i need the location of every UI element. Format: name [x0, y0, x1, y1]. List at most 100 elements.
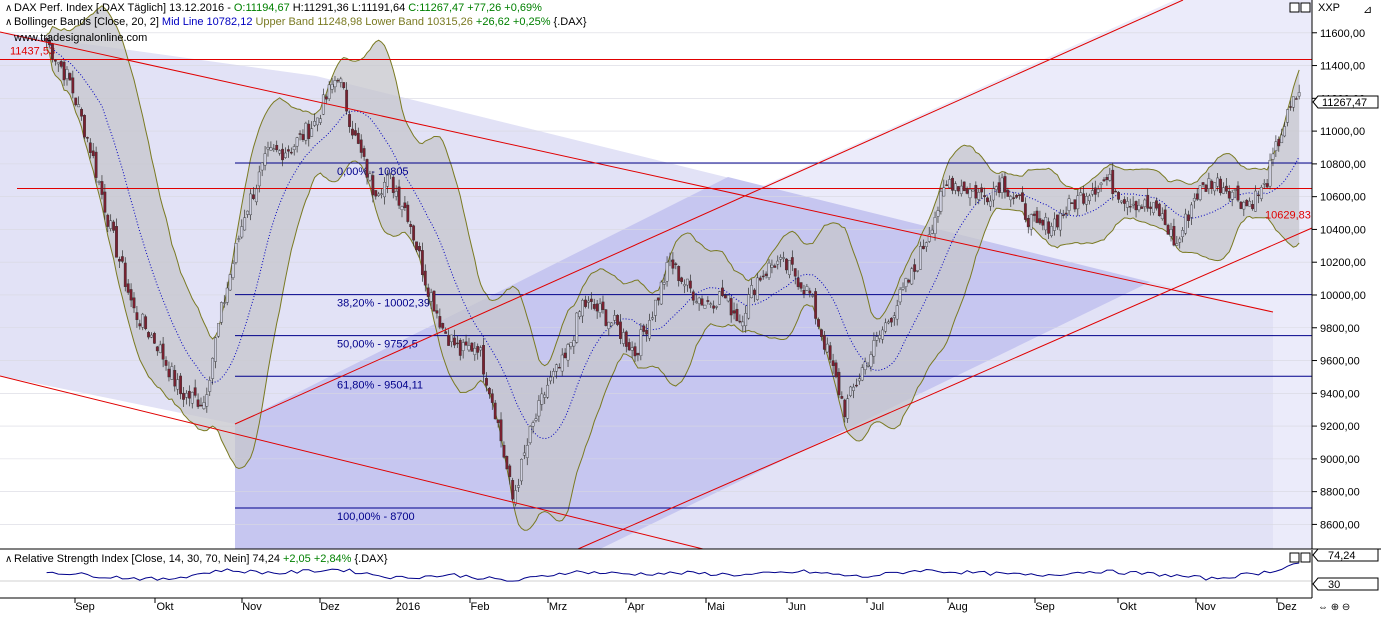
- candle-body: [447, 334, 450, 346]
- candle-body: [587, 300, 590, 303]
- candle-body: [496, 419, 500, 423]
- candle-body: [85, 137, 89, 139]
- candle-body: [182, 392, 185, 400]
- candle-body: [400, 206, 404, 210]
- y-tick-label: 10800,00: [1320, 159, 1366, 171]
- fib-label: 61,80% - 9504,11: [337, 379, 423, 391]
- candle-body: [1265, 183, 1269, 188]
- candle-body: [994, 186, 998, 190]
- candle-body: [301, 134, 305, 140]
- candle-body: [74, 97, 78, 106]
- time-axis: [0, 598, 1381, 614]
- candle-body: [1023, 203, 1027, 220]
- candle-body: [1067, 198, 1071, 211]
- candle-body: [554, 364, 558, 372]
- candle-body: [167, 368, 171, 378]
- candle-body: [482, 345, 485, 375]
- candle-body: [750, 285, 753, 299]
- pin-icon[interactable]: ⊿: [1363, 4, 1372, 16]
- x-tick-label: Apr: [627, 601, 644, 613]
- candle-body: [589, 298, 593, 302]
- price-axis: [1312, 0, 1381, 549]
- candle-body: [732, 310, 736, 314]
- candle-body: [1289, 106, 1292, 108]
- candle-body: [450, 334, 453, 343]
- x-tick-label: Okt: [1119, 601, 1136, 613]
- candle-body: [394, 191, 398, 197]
- candle-body: [1076, 195, 1080, 210]
- candle-body: [196, 399, 200, 407]
- candle-body: [712, 305, 716, 309]
- expand-icon[interactable]: ∧: [5, 3, 12, 14]
- y-tick-label: 11600,00: [1320, 28, 1365, 40]
- candle-body: [470, 342, 474, 352]
- candle-body: [1286, 109, 1289, 123]
- candle-body: [951, 177, 954, 191]
- candle-body: [1041, 220, 1045, 226]
- candle-body: [126, 283, 130, 293]
- rsi-maximize-icon[interactable]: [1289, 552, 1300, 563]
- y-tick-label: 10200,00: [1320, 257, 1366, 269]
- candle-body: [857, 378, 861, 382]
- candle-body: [1131, 203, 1135, 206]
- candle-body: [115, 226, 118, 258]
- candle-body: [1178, 238, 1182, 243]
- level-label: 10629,83: [1265, 209, 1311, 221]
- candle-body: [718, 291, 721, 305]
- candle-body: [348, 114, 351, 128]
- rsi-value-label: 74,24: [1328, 550, 1356, 562]
- candle-body: [1044, 217, 1048, 231]
- fib-label: 50,00% - 9752,5: [337, 339, 418, 351]
- x-tick-label: Sep: [1035, 601, 1055, 613]
- candle-body: [193, 387, 197, 396]
- candle-body: [613, 315, 617, 321]
- x-tick-label: Jul: [870, 601, 884, 613]
- candle-body: [56, 62, 60, 65]
- x-tick-label: Jun: [788, 601, 806, 613]
- candle-body: [808, 290, 812, 294]
- candle-body: [1184, 213, 1187, 234]
- candle-body: [671, 259, 675, 269]
- y-tick-label: 8800,00: [1320, 487, 1360, 499]
- candle-body: [307, 123, 311, 139]
- candle-body: [942, 187, 946, 197]
- rsi-indicator-icon[interactable]: ∧: [5, 554, 12, 565]
- candle-body: [581, 299, 584, 317]
- candle-body: [71, 77, 75, 94]
- close-icon[interactable]: [1300, 2, 1311, 13]
- candle-body: [222, 302, 226, 304]
- candle-body: [755, 277, 759, 300]
- candle-body: [1268, 159, 1272, 187]
- candle-body: [1047, 221, 1051, 234]
- indicator-icon[interactable]: ∧: [5, 17, 12, 28]
- downtrend-upper: [0, 31, 1274, 313]
- x-tick-label: Nov: [1196, 601, 1216, 613]
- candle-body: [514, 490, 517, 505]
- candle-body: [549, 376, 552, 382]
- x-tick-label: Feb: [471, 601, 490, 613]
- maximize-icon[interactable]: [1289, 2, 1300, 13]
- rsi-value-tag: [1312, 548, 1379, 562]
- zoom-controls-icon[interactable]: ⇔ ⊕ ⊖: [1318, 602, 1350, 613]
- candle-body: [94, 151, 98, 178]
- candle-body: [910, 268, 914, 285]
- candle-body: [522, 452, 526, 456]
- candle-body: [313, 121, 316, 126]
- candle-body: [1134, 201, 1138, 211]
- candle-body: [814, 291, 818, 319]
- candle-body: [45, 38, 49, 42]
- candle-body: [1239, 201, 1243, 209]
- candle-body: [275, 145, 279, 151]
- candle-body: [1262, 183, 1266, 185]
- candle-body: [1149, 206, 1153, 209]
- candle-body: [592, 303, 596, 309]
- candle-body: [517, 485, 520, 488]
- candle-body: [761, 275, 765, 278]
- candle-body: [88, 142, 92, 153]
- rsi-close-icon[interactable]: [1300, 552, 1311, 563]
- candle-body: [438, 316, 442, 328]
- y-tick-label: 9400,00: [1320, 388, 1360, 400]
- candle-body: [409, 224, 413, 228]
- candle-body: [176, 379, 180, 390]
